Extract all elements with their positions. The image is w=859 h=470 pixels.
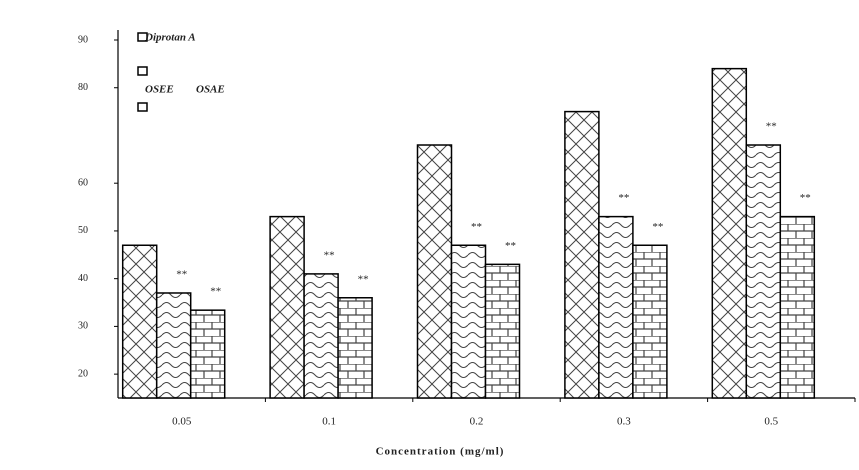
bar bbox=[337, 297, 373, 399]
bar bbox=[598, 215, 634, 399]
y-tick-label: 90 bbox=[78, 34, 88, 45]
significance-label: ** bbox=[618, 192, 629, 204]
significance-label: ** bbox=[210, 286, 221, 298]
bar bbox=[269, 215, 305, 399]
significance-label: ** bbox=[505, 240, 516, 252]
y-tick-label: 50 bbox=[78, 225, 88, 236]
bar bbox=[189, 309, 226, 399]
y-tick-label: 80 bbox=[78, 82, 88, 93]
y-tick-label: 30 bbox=[78, 321, 88, 332]
x-tick-label: 0.1 bbox=[322, 416, 336, 428]
bar bbox=[303, 273, 339, 399]
legend-swatch bbox=[137, 66, 148, 76]
legend-label: OSAE bbox=[196, 84, 225, 96]
y-tick-label: 60 bbox=[78, 177, 88, 188]
bar bbox=[711, 67, 748, 399]
y-tick-label: 20 bbox=[78, 368, 88, 379]
bar bbox=[450, 244, 487, 399]
bar bbox=[484, 263, 521, 399]
significance-label: ** bbox=[766, 121, 777, 133]
significance-label: ** bbox=[800, 192, 811, 204]
legend-swatch bbox=[137, 102, 148, 112]
x-tick-label: 0.5 bbox=[764, 416, 778, 428]
bar bbox=[745, 144, 782, 399]
bar bbox=[779, 215, 816, 399]
significance-label: ** bbox=[652, 221, 663, 233]
y-tick-label: 40 bbox=[78, 273, 88, 284]
legend-label: Diprotan A bbox=[144, 32, 196, 44]
legend-swatch bbox=[137, 32, 148, 42]
significance-label: ** bbox=[358, 273, 369, 285]
bar bbox=[416, 144, 453, 399]
bar bbox=[155, 292, 192, 399]
bar bbox=[564, 110, 600, 399]
significance-label: ** bbox=[324, 249, 335, 261]
x-tick-label: 0.05 bbox=[172, 416, 192, 428]
x-tick-label: 0.2 bbox=[470, 416, 484, 428]
legend-label: OSEE bbox=[145, 84, 174, 96]
x-axis-label: Concentration (mg/ml) bbox=[376, 446, 505, 458]
bar bbox=[121, 244, 158, 399]
significance-label: ** bbox=[471, 221, 482, 233]
bar bbox=[632, 244, 668, 399]
x-tick-label: 0.3 bbox=[617, 416, 631, 428]
significance-label: ** bbox=[176, 269, 187, 281]
